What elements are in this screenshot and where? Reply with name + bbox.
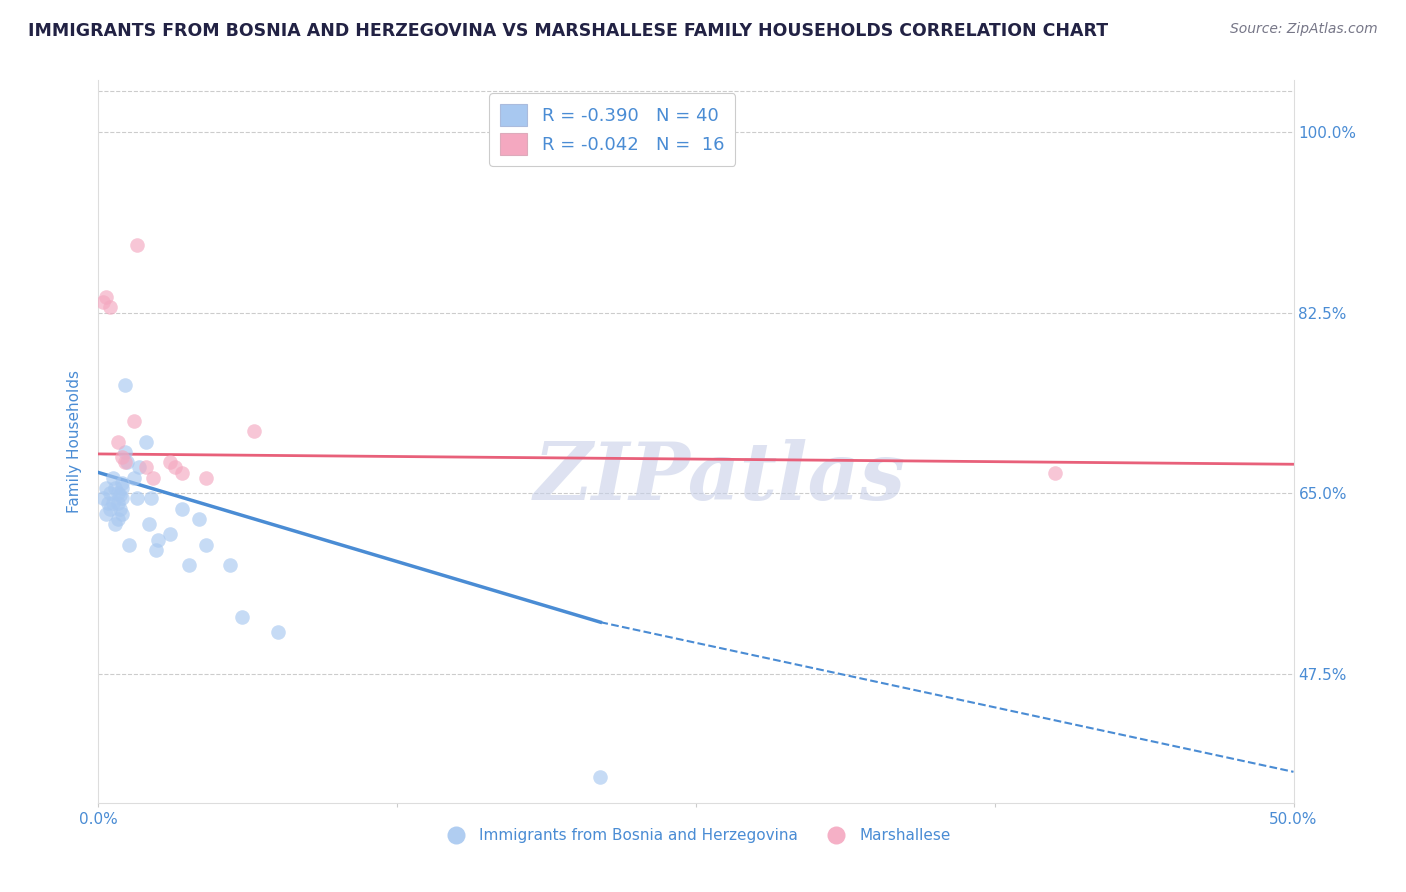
Text: ZIPatlas: ZIPatlas [534,439,905,516]
Point [219,558,242,573]
Point [128,460,150,475]
Point [195,471,218,485]
Point [114,377,136,392]
Point [97,496,120,510]
Point [111,450,134,464]
Point [124,414,146,428]
Point [125,238,148,252]
Point [172,501,194,516]
Point [111,491,134,506]
Point [139,491,162,506]
Point [148,533,170,547]
Point [142,471,165,485]
Point [108,501,131,516]
Point [118,538,141,552]
Point [101,496,124,510]
Point [108,488,131,502]
Point [231,610,253,624]
Point [104,517,127,532]
Point [187,512,209,526]
Point [114,445,136,459]
Point [98,486,122,500]
Point [138,517,160,532]
Point [111,481,134,495]
Point [107,496,129,510]
Point [589,770,612,784]
Point [159,527,181,541]
Point [107,486,129,500]
Point [135,460,157,475]
Point [243,424,266,438]
Point [179,558,201,573]
Point [195,538,218,552]
Point [91,491,114,506]
Point [107,434,129,449]
Point [94,481,117,495]
Point [159,455,181,469]
Point [115,455,138,469]
Text: Source: ZipAtlas.com: Source: ZipAtlas.com [1230,22,1378,37]
Point [98,501,122,516]
Point [114,455,136,469]
Legend: Immigrants from Bosnia and Herzegovina, Marshallese: Immigrants from Bosnia and Herzegovina, … [434,822,957,849]
Point [104,481,127,495]
Point [135,434,157,449]
Point [94,507,117,521]
Point [91,295,114,310]
Point [101,471,124,485]
Point [111,475,134,490]
Point [111,507,134,521]
Point [125,491,148,506]
Point [1043,466,1066,480]
Point [124,471,146,485]
Point [145,542,167,557]
Text: IMMIGRANTS FROM BOSNIA AND HERZEGOVINA VS MARSHALLESE FAMILY HOUSEHOLDS CORRELAT: IMMIGRANTS FROM BOSNIA AND HERZEGOVINA V… [28,22,1108,40]
Point [172,466,194,480]
Y-axis label: Family Households: Family Households [67,370,83,513]
Point [267,625,290,640]
Point [163,460,186,475]
Point [94,290,117,304]
Point [98,301,122,315]
Point [107,512,129,526]
